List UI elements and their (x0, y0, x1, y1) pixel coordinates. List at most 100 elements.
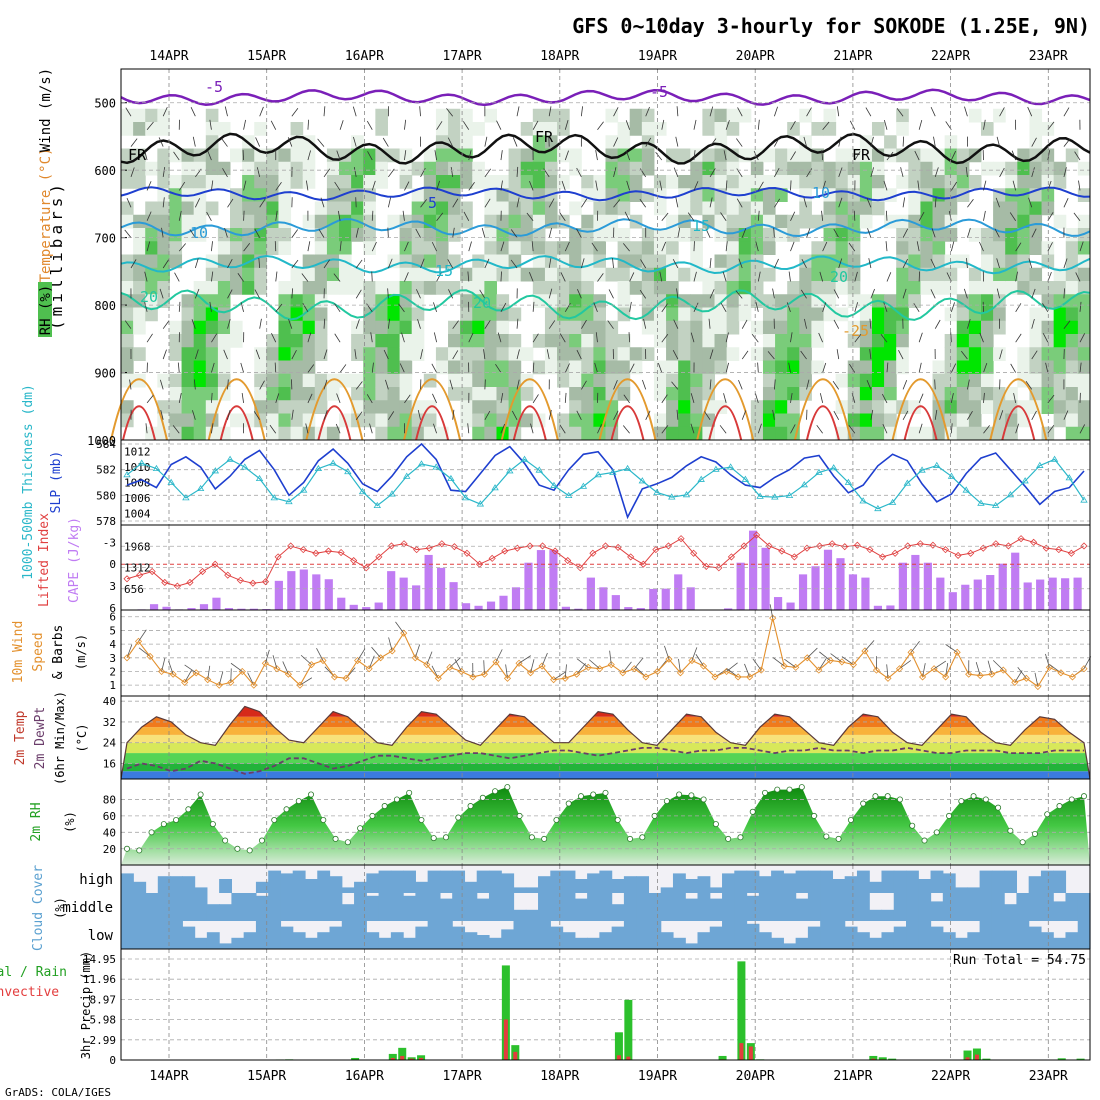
wind-barb (931, 228, 936, 238)
rh-cell (653, 122, 667, 136)
rh-cell (484, 400, 497, 414)
cloud-bar (856, 893, 870, 921)
wind-barb (355, 411, 363, 420)
wind-barb (323, 410, 328, 420)
cloud-bar (820, 870, 834, 893)
wind-barb (352, 106, 357, 117)
wind-barb (240, 302, 244, 312)
precip-bg (121, 949, 1090, 1060)
rh-point (982, 796, 989, 803)
rh-cell (472, 294, 485, 308)
rh-cell (1077, 400, 1091, 414)
wind-barb (404, 272, 409, 282)
thickness-line (126, 442, 1085, 520)
rh-cell (714, 360, 728, 375)
wind-barb (983, 425, 990, 434)
rh-cell (193, 294, 207, 308)
rh-cell (617, 188, 631, 202)
wind-barb (189, 229, 196, 238)
rh-cell (690, 201, 703, 216)
wind-barb (468, 241, 472, 252)
warm-isotherm (500, 378, 559, 441)
cape-bar (973, 579, 982, 610)
rh-cell (932, 228, 946, 242)
rh-cell (205, 175, 219, 189)
slp-point (859, 497, 867, 504)
wind-barb (484, 410, 491, 420)
rh-cell (569, 413, 582, 428)
wind-barb (548, 106, 552, 117)
cloud-bar (623, 921, 637, 949)
rh-cell (1065, 347, 1079, 361)
rh-cell (956, 413, 970, 428)
wind-barb (1079, 333, 1086, 343)
cloud-level-label: high (79, 872, 113, 888)
rh-point (1007, 827, 1014, 834)
cloud-bar (599, 932, 613, 949)
rh-cell (980, 228, 994, 242)
wind-point (158, 667, 166, 676)
rh-cell (569, 267, 582, 282)
rh-cell (217, 241, 231, 255)
rh-cell (121, 373, 134, 388)
wind-barb (999, 410, 1004, 420)
wind-barb (462, 121, 470, 130)
date-label: 16APR (345, 1069, 384, 1084)
rh-cell (266, 241, 279, 255)
wind-point (872, 666, 881, 674)
rh-cell (520, 387, 534, 401)
wind-barb (272, 655, 278, 669)
rh-cell (242, 175, 255, 189)
cloud-bar (660, 893, 674, 921)
rh-cell (435, 347, 449, 361)
cloud-bar (783, 893, 797, 921)
rh-cell (544, 294, 558, 308)
cloud-bar (660, 932, 674, 949)
rh-cell (1017, 267, 1030, 282)
wind-barb (853, 210, 856, 221)
rh-cell (169, 400, 183, 414)
wind-barb (757, 271, 761, 282)
cloud-bar (427, 893, 441, 921)
wind-point (388, 647, 396, 655)
precip-total-bar (869, 1055, 878, 1060)
precip-total-bar (1076, 1058, 1085, 1060)
rh-cell (859, 387, 873, 401)
wind-barb (388, 168, 395, 178)
wind-axis-label-a: 10m Wind (11, 621, 26, 684)
rh-cell (859, 307, 873, 322)
rh-cell (411, 281, 425, 295)
rh-cell (508, 334, 522, 348)
wind-barb (790, 211, 796, 221)
rh-cell (484, 347, 497, 361)
wind-barb (1073, 212, 1081, 222)
rh-cell (278, 426, 292, 441)
wind-barb (687, 212, 695, 222)
wind-barb (964, 106, 968, 117)
li-point (438, 540, 446, 548)
wind-barb (211, 180, 214, 191)
wind-barb (672, 258, 679, 269)
precip-convective-bar (974, 1054, 979, 1060)
rh-cell (569, 281, 582, 295)
cloud-bar (268, 921, 282, 949)
wind-barb (500, 271, 502, 282)
rh-cell (544, 334, 558, 348)
cloud-bar (587, 937, 600, 949)
warm-isotherm (305, 378, 364, 441)
rh-cell (508, 360, 522, 375)
wind-barb (819, 393, 824, 403)
date-label: 23APR (1029, 1069, 1068, 1084)
rh-cell (908, 175, 921, 189)
rh-cell (1041, 161, 1055, 176)
rh-cell (666, 320, 679, 335)
cloud-bar (1028, 926, 1042, 949)
rh-cell (1077, 413, 1091, 428)
rh-cell (775, 426, 788, 441)
rh-cell (351, 228, 364, 242)
wind-barb (806, 379, 810, 390)
rh-point (798, 784, 805, 791)
cape-bar (873, 605, 883, 610)
wind-barb (945, 663, 949, 678)
wind-barb (516, 349, 520, 360)
